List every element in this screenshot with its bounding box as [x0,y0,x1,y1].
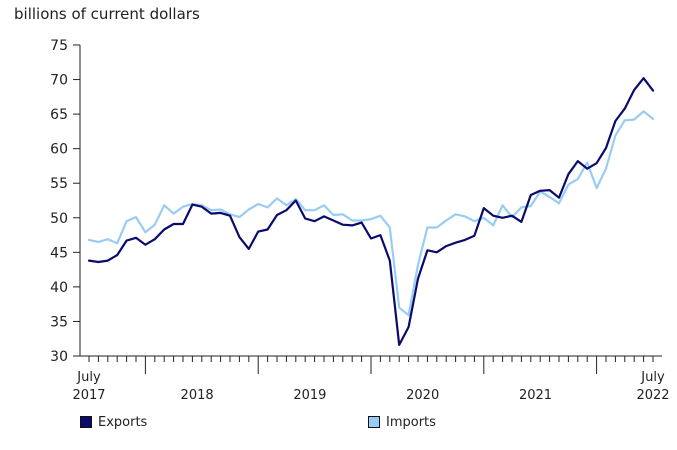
y-tick-label-65: 65 [50,107,68,123]
x-tick-label-2019-year: 2019 [293,388,326,403]
legend-swatch-exports [80,416,92,428]
y-axis-unit-label: billions of current dollars [14,5,200,23]
y-tick-label-35: 35 [50,314,68,330]
x-tick-label-2018-year: 2018 [181,388,214,403]
y-tick-label-30: 30 [50,349,68,365]
legend-label-exports: Exports [98,414,148,430]
x-tick-label-2017-year: 2017 [72,388,105,403]
legend-item-exports: Exports [80,413,147,431]
y-tick-label-75: 75 [50,38,68,54]
series-line-exports [87,77,655,346]
x-tick-label-2021-year: 2021 [519,388,552,403]
x-tick-label-2022-year: 2022 [636,388,669,403]
y-tick-label-70: 70 [50,73,68,89]
x-tick-label-2022-month: July [640,370,665,385]
legend-item-imports: Imports [368,413,436,431]
y-tick-label-40: 40 [50,280,68,296]
series-line-imports [87,110,655,317]
y-tick-label-60: 60 [50,142,68,158]
legend-swatch-imports [368,416,380,428]
x-tick-label-2017-month: July [76,370,101,385]
x-tick-label-2020-year: 2020 [406,388,439,403]
y-tick-label-50: 50 [50,211,68,227]
y-tick-label-45: 45 [50,245,68,261]
y-tick-label-55: 55 [50,176,68,192]
legend-label-imports: Imports [386,414,436,430]
